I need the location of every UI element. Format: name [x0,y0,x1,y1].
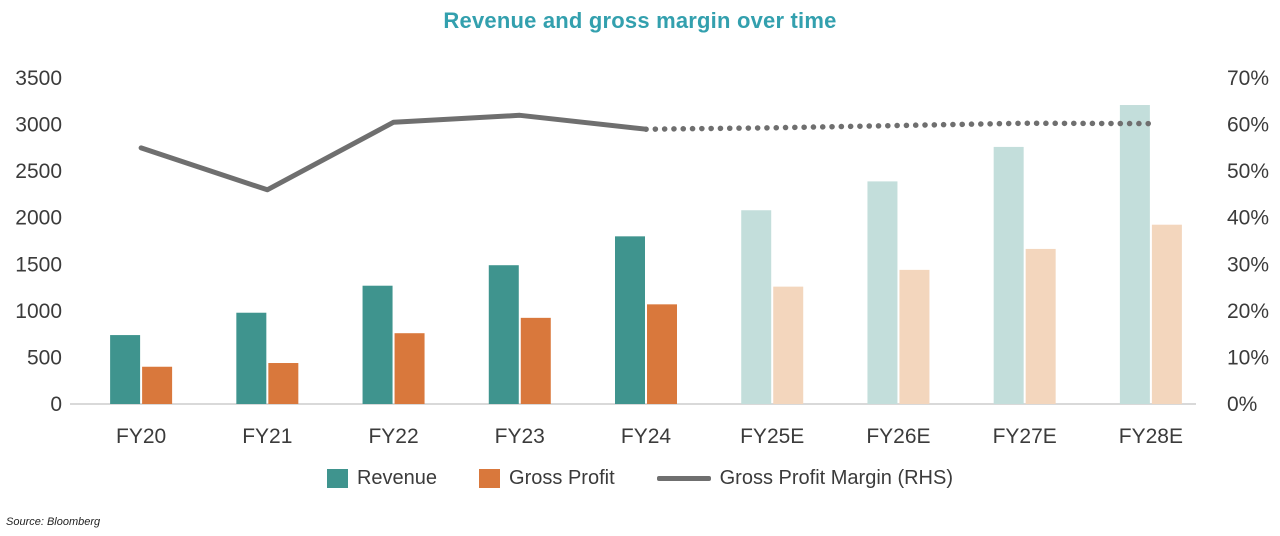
legend-label-revenue: Revenue [356,466,438,489]
right-axis-tick-label: 20% [1227,300,1269,323]
revenue-bar [362,285,393,404]
gross-profit-bar [520,317,551,404]
gross-profit-bar [1025,248,1056,404]
x-axis-category-label: FY26E [866,425,930,448]
x-axis-category-label: FY21 [242,425,292,448]
legend-item-margin: Gross Profit Margin (RHS) [656,466,953,490]
legend-label-margin: Gross Profit Margin (RHS) [719,466,953,489]
source-note: Source: Bloomberg [6,516,101,528]
left-axis-tick-label: 2500 [15,160,62,183]
revenue-bar [110,335,141,404]
right-axis-tick-label: 40% [1227,207,1269,230]
revenue-bar [615,236,645,404]
left-axis-tick-label: 1500 [15,253,62,276]
gross-profit-bar [1151,224,1182,404]
gross-profit-bar [142,366,173,404]
revenue-swatch [326,468,348,488]
gross-profit-bar [268,363,299,404]
revenue-bar [488,265,519,404]
margin-line-dotted [643,120,1154,132]
chart-plot-area: 0 500 1000 1500 2000 2500 3000 3500 0% 10% 20% 30% 4… [15,67,1269,448]
left-axis-tick-label: 2000 [15,207,62,230]
left-axis-tick-label: 1000 [15,300,62,323]
gross-profit-bar [899,269,930,404]
revenue-bar [993,146,1024,404]
x-axis-category-label: FY24 [621,425,672,448]
left-axis-tick-label: 500 [27,346,62,369]
margin-line-swatch [656,475,711,481]
right-axis-tick-label: 30% [1227,253,1269,276]
gross-profit-bar [773,286,804,404]
revenue-bar [741,210,772,404]
x-axis-category-label: FY23 [495,425,545,448]
left-axis-tick-label: 0 [50,393,62,416]
left-axis-tick-label: 3000 [15,114,62,137]
legend-item-revenue: Revenue [326,466,438,490]
right-axis-tick-label: 50% [1227,160,1269,183]
x-axis-category-label: FY22 [368,425,418,448]
revenue-bar [1119,105,1150,405]
margin-line-solid [138,112,649,193]
x-axis-category-label: FY20 [116,425,166,448]
right-axis-tick-label: 70% [1227,67,1269,90]
revenue-bar [867,181,898,404]
revenue-bar [236,312,267,404]
legend: Revenue Gross Profit Gross Profit Margin… [0,464,1280,492]
chart-title: Revenue and gross margin over time [443,8,837,33]
x-axis-category-label: FY28E [1119,425,1183,448]
legend-label-gross-profit: Gross Profit [509,466,615,489]
gross-profit-bar [647,304,677,404]
x-axis-category-label: FY27E [993,425,1057,448]
gross-profit-bar [394,333,425,404]
right-axis-tick-label: 60% [1227,114,1269,137]
x-axis-category-label: FY25E [740,425,804,448]
right-axis-tick-label: 10% [1227,346,1269,369]
left-axis-tick-label: 3500 [15,67,62,90]
gross-profit-swatch [479,468,501,488]
right-axis-tick-label: 0% [1227,393,1257,416]
legend-item-gross-profit: Gross Profit [479,467,615,490]
